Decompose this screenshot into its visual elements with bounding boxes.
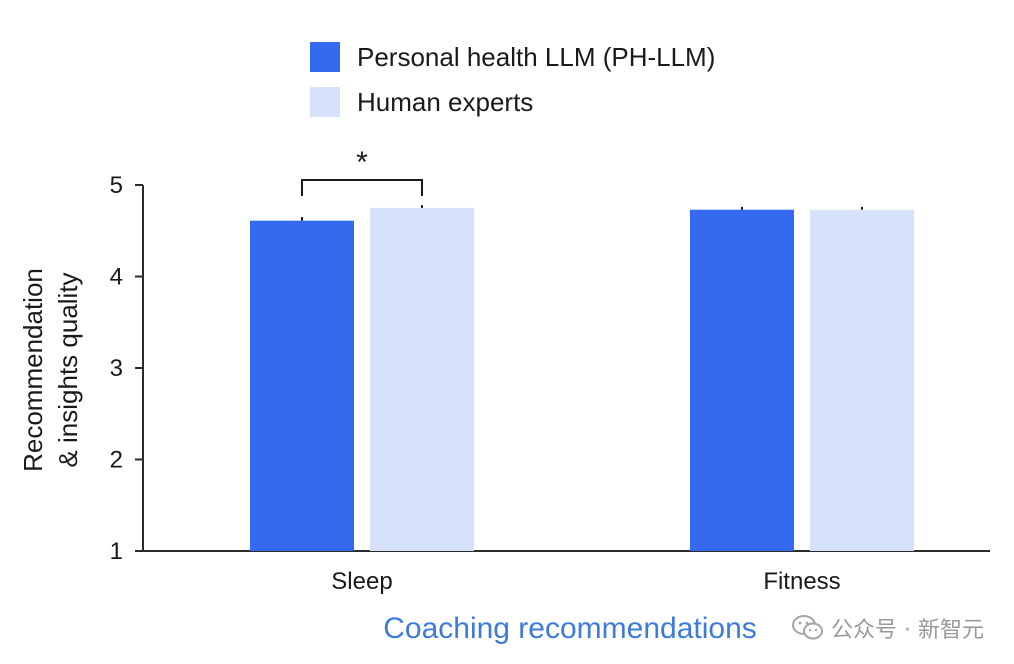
wechat-icon — [792, 615, 824, 640]
legend-label-2: Human experts — [357, 87, 533, 117]
bar-sleep-series-2 — [370, 207, 474, 551]
legend-swatch-1 — [310, 42, 340, 72]
y-tick-label: 3 — [110, 355, 123, 382]
y-tick-label: 2 — [110, 447, 123, 474]
y-axis-title-line1: Recommendation — [18, 268, 48, 472]
legend: Personal health LLM (PH-LLM) Human expert… — [310, 42, 715, 117]
x-axis-title: Coaching recommendations — [383, 612, 757, 645]
significance-marker: * — [301, 146, 423, 196]
watermark-text: 公众号 · 新智元 — [831, 618, 984, 643]
bars — [250, 207, 914, 551]
error-bars — [301, 205, 863, 221]
x-tick-label-sleep: Sleep — [331, 568, 392, 595]
watermark: 公众号 · 新智元 — [791, 612, 984, 644]
bar-fitness-series-1 — [690, 209, 794, 551]
bar-fitness-series-2 — [810, 209, 914, 551]
y-axis-title-line2: & insights quality — [53, 272, 83, 467]
y-tick-label: 4 — [110, 264, 123, 291]
x-tick-label-fitness: Fitness — [763, 568, 840, 595]
significance-star: * — [356, 146, 368, 179]
significance-bracket — [301, 179, 423, 196]
legend-swatch-2 — [310, 87, 340, 117]
legend-label-1: Personal health LLM (PH-LLM) — [357, 42, 715, 72]
y-tick-label: 1 — [110, 538, 123, 565]
bar-sleep-series-1 — [250, 220, 354, 551]
y-tick-label: 5 — [110, 172, 123, 199]
x-axis: Sleep Fitness — [143, 550, 990, 595]
y-axis: 1 2 3 4 5 — [110, 172, 144, 565]
